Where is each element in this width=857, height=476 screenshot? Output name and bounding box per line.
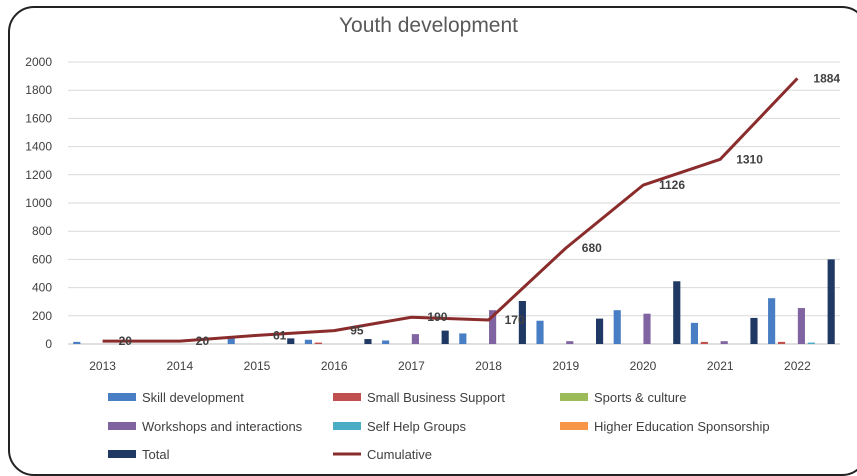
legend-swatch-workshops-and-interactions: [108, 422, 136, 430]
y-tick-label: 1000: [25, 196, 52, 210]
legend-label-skill-development: Skill development: [142, 390, 244, 405]
x-tick-label: 2022: [784, 359, 811, 373]
bar-skill-development-2020: [613, 310, 621, 344]
x-tick-label: 2019: [552, 359, 579, 373]
x-tick-label: 2017: [398, 359, 425, 373]
data-label: 20: [196, 334, 210, 348]
bar-skill-development-2015: [227, 338, 235, 344]
bar-total-2022: [827, 259, 835, 344]
x-tick-label: 2015: [244, 359, 271, 373]
y-tick-label: 1800: [25, 83, 52, 97]
legend-label-higher-education-sponsorship: Higher Education Sponsorship: [594, 419, 770, 434]
legend-label-total: Total: [142, 447, 170, 462]
legend-label-workshops-and-interactions: Workshops and interactions: [142, 419, 303, 434]
legend-swatch-higher-education-sponsorship: [560, 422, 588, 430]
bar-workshops-and-interactions-2019: [566, 341, 574, 344]
bar-workshops-and-interactions-2021: [720, 341, 728, 344]
bar-workshops-and-interactions-2017: [411, 334, 419, 344]
y-tick-label: 600: [32, 252, 52, 266]
legend-swatch-skill-development: [108, 393, 136, 401]
y-tick-label: 200: [32, 309, 52, 323]
data-label: 1884: [813, 71, 840, 85]
legend-swatch-small-business-support: [333, 393, 361, 401]
y-tick-label: 1400: [25, 140, 52, 154]
bar-skill-development-2022: [768, 298, 776, 344]
bar-skill-development-2013: [73, 341, 81, 344]
legend-label-self-help-groups: Self Help Groups: [367, 419, 466, 434]
x-tick-label: 2016: [321, 359, 348, 373]
bar-total-2015: [287, 338, 295, 344]
bar-skill-development-2016: [304, 339, 312, 344]
legend-swatch-sports-culture: [560, 393, 588, 401]
chart-title: Youth development: [338, 14, 519, 37]
data-label: 1126: [659, 178, 685, 192]
y-tick-label: 2000: [25, 55, 52, 69]
legend-swatch-self-help-groups: [333, 422, 361, 430]
cumulative-line: [102, 77, 799, 343]
bar-skill-development-2017: [382, 340, 390, 344]
legend-swatch-total: [108, 450, 136, 458]
bar-workshops-and-interactions-2022: [797, 308, 805, 344]
data-label: 1310: [736, 152, 763, 166]
legend-label-sports-culture: Sports & culture: [594, 390, 687, 405]
data-label: 61: [273, 328, 287, 342]
data-label: 190: [427, 310, 447, 324]
x-tick-label: 2014: [166, 359, 193, 373]
chart-frame: [8, 6, 857, 476]
y-tick-label: 800: [32, 224, 52, 238]
bar-skill-development-2021: [690, 322, 698, 344]
bar-total-2020: [673, 281, 681, 344]
x-tick-label: 2013: [89, 359, 116, 373]
chart-svg: 0 200 400 600 800 1000 1200 1400 1600 1800 2000 20…: [25, 55, 840, 462]
bar-small-business-support-2022: [777, 341, 786, 344]
y-tick-label: 0: [45, 337, 52, 351]
bar-total-2021: [750, 317, 758, 344]
bar-small-business-support-2021: [700, 341, 708, 344]
data-label: 680: [582, 241, 602, 255]
legend-label-small-business-support: Small Business Support: [367, 390, 505, 405]
bar-total-2018: [518, 300, 526, 344]
x-tick-label: 2021: [707, 359, 734, 373]
x-tick-label: 2020: [630, 359, 657, 373]
bar-self-help-groups-2022: [807, 342, 815, 344]
bar-skill-development-2018: [459, 333, 467, 344]
y-tick-label: 400: [32, 281, 52, 295]
bar-total-2016: [364, 339, 372, 344]
data-label: 170: [505, 313, 525, 327]
data-label: 20: [119, 334, 133, 348]
bar-total-2019: [596, 318, 604, 344]
data-label: 95: [350, 324, 364, 338]
bar-workshops-and-interactions-2018: [489, 310, 497, 344]
bar-small-business-support-2016: [314, 342, 322, 344]
x-tick-label: 2018: [475, 359, 502, 373]
bar-total-2017: [441, 330, 449, 344]
bar-workshops-and-interactions-2020: [643, 313, 651, 344]
legend-label-cumulative: Cumulative: [367, 447, 432, 462]
y-tick-label: 1600: [25, 111, 52, 125]
bar-skill-development-2019: [536, 320, 544, 344]
y-tick-label: 1200: [25, 168, 52, 182]
